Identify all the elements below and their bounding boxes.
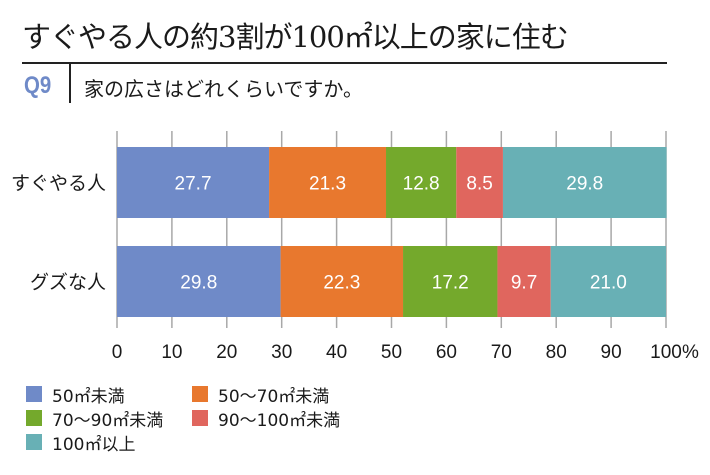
legend-swatch — [26, 410, 42, 426]
question-number: Q9 — [24, 72, 52, 99]
legend-item: 50～70㎡未満 — [192, 382, 329, 407]
x-tick-label: 60 — [436, 342, 457, 363]
x-tick-label: 50 — [381, 342, 402, 363]
bar-segment — [117, 147, 270, 218]
x-tick-label: 0 — [112, 342, 123, 363]
header-rule — [22, 62, 667, 64]
bar-value-label: 9.7 — [511, 273, 537, 294]
bar-segment — [386, 147, 457, 218]
legend: 50㎡未満 50～70㎡未満 70～90㎡未満 90～100㎡未満 100㎡以上 — [26, 382, 356, 455]
legend-label: 100㎡以上 — [52, 434, 136, 455]
legend-item: 70～90㎡未満 — [26, 406, 176, 431]
legend-item: 100㎡以上 — [26, 430, 176, 455]
bar-segment — [456, 147, 503, 218]
bar-value-label: 17.2 — [432, 273, 469, 294]
bar-segment — [497, 246, 551, 317]
bar-value-label: 29.8 — [180, 273, 217, 294]
legend-label: 50㎡未満 — [52, 386, 125, 407]
x-unit-label: % — [682, 342, 699, 363]
legend-item: 90～100㎡未満 — [192, 406, 340, 431]
x-tick-label: 70 — [491, 342, 512, 363]
legend-item: 50㎡未満 — [26, 382, 176, 407]
bar-segment — [550, 246, 666, 317]
x-tick-label: 80 — [546, 342, 567, 363]
bar-value-label: 27.7 — [175, 174, 212, 195]
x-tick-label: 40 — [326, 342, 347, 363]
x-tick-label: 100 — [650, 342, 682, 363]
bar-value-label: 22.3 — [323, 273, 360, 294]
x-tick-label: 90 — [601, 342, 622, 363]
bars — [117, 147, 667, 317]
bar-value-label: 12.8 — [403, 174, 440, 195]
bar-value-label: 8.5 — [466, 174, 492, 195]
legend-swatch — [26, 434, 42, 450]
legend-swatch — [26, 386, 42, 402]
bar-segment — [502, 147, 667, 218]
question-separator — [69, 63, 71, 103]
question-text: 家の広さはどれくらいですか。 — [84, 77, 363, 101]
category-label: すぐやる人 — [11, 173, 106, 195]
x-tick-label: 30 — [271, 342, 292, 363]
bar-segment — [403, 246, 498, 317]
x-tick-label: 20 — [216, 342, 237, 363]
category-label: グズな人 — [30, 272, 106, 294]
bar-segment — [280, 246, 404, 317]
bar-value-label: 21.0 — [590, 273, 627, 294]
bar-segment — [269, 147, 387, 218]
page-title: すぐやる人の約3割が100㎡以上の家に住む — [22, 20, 569, 54]
legend-label: 70～90㎡未満 — [52, 410, 164, 431]
bar-value-label: 29.8 — [566, 174, 603, 195]
legend-swatch — [192, 410, 208, 426]
legend-swatch — [192, 386, 208, 402]
bar-segment — [117, 246, 281, 317]
legend-label: 50～70㎡未満 — [218, 386, 330, 407]
x-tick-label: 10 — [161, 342, 182, 363]
bar-value-label: 21.3 — [309, 174, 346, 195]
legend-label: 90～100㎡未満 — [218, 410, 341, 431]
